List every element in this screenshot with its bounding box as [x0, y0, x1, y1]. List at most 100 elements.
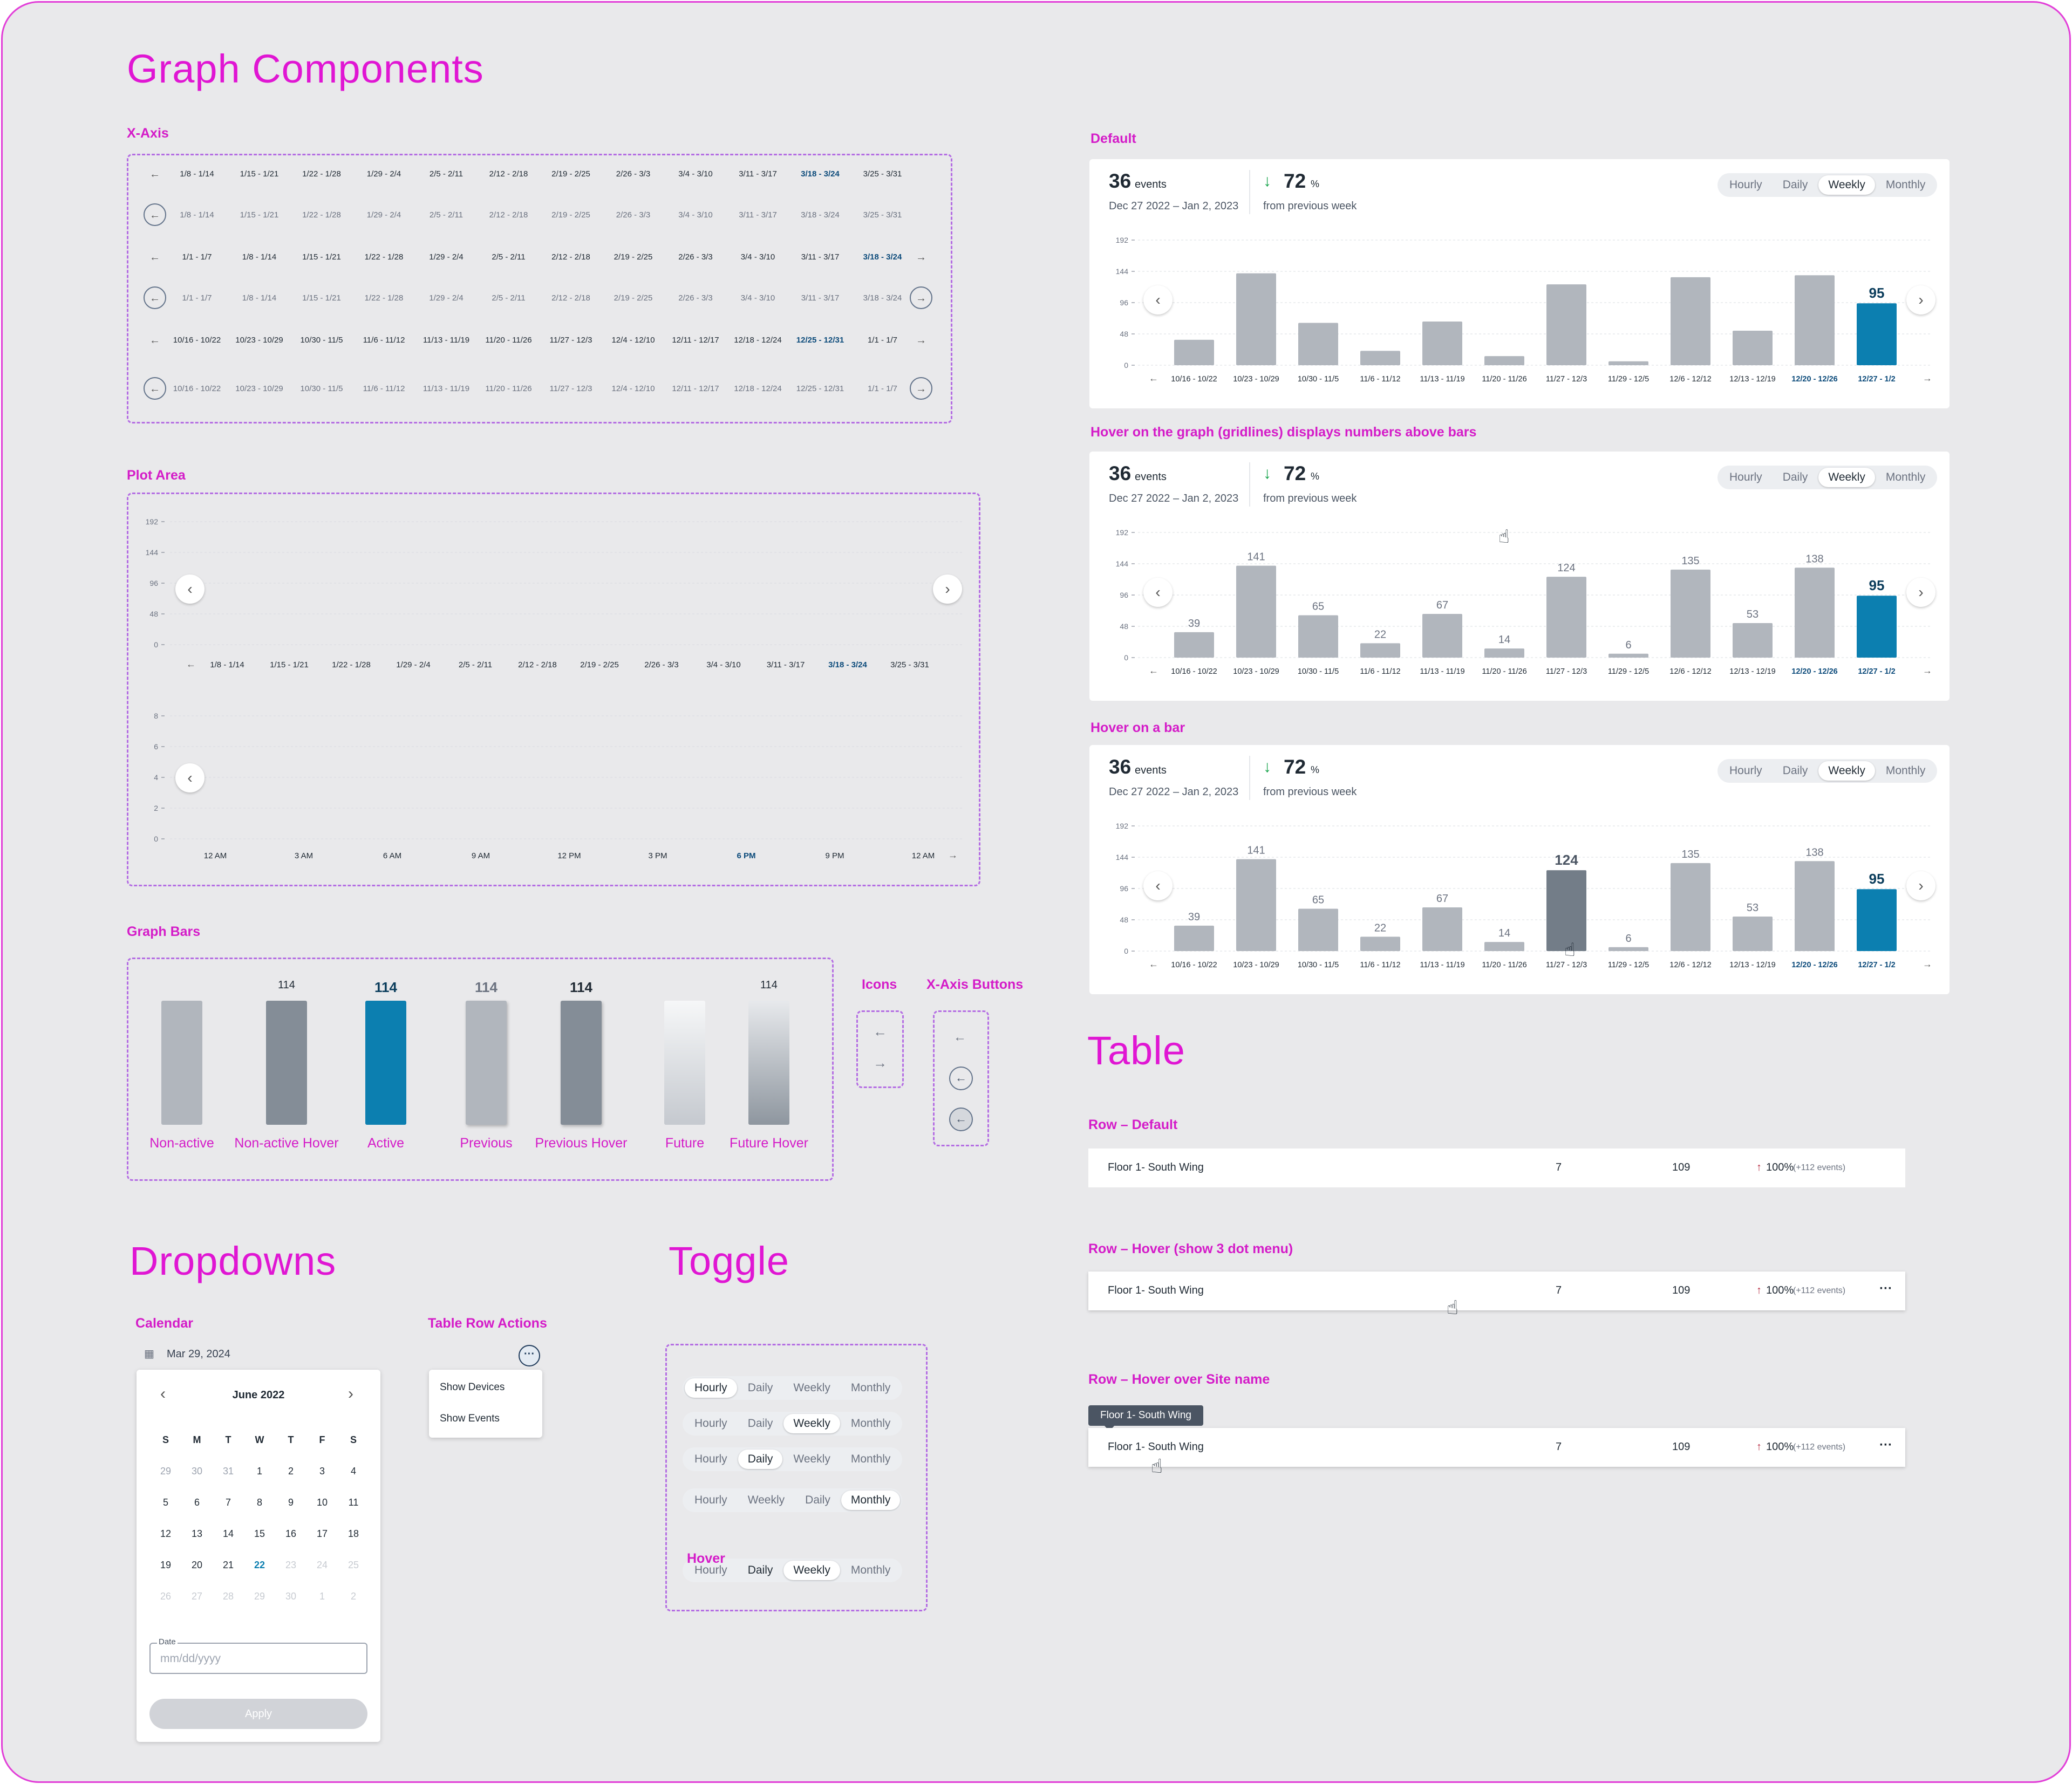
site-name[interactable]: Floor 1- South Wing [1108, 1161, 1204, 1173]
toggle-weekly[interactable]: Weekly [783, 1414, 840, 1433]
chart-bar[interactable] [1484, 942, 1524, 951]
chart-bar[interactable] [1671, 277, 1710, 365]
calendar-day[interactable]: 7 [225, 1497, 231, 1508]
arrow-left-icon[interactable]: ← [149, 251, 160, 263]
chart-bar[interactable] [1422, 907, 1462, 951]
toggle-monthly[interactable]: Monthly [1885, 764, 1926, 777]
calendar-day[interactable]: 11 [348, 1497, 359, 1508]
toggle-hourly[interactable]: Hourly [685, 1378, 737, 1398]
xaxis-circle-button[interactable] [910, 377, 932, 400]
chart-bar[interactable] [1236, 565, 1276, 658]
chart-bar[interactable] [1795, 861, 1835, 951]
arrow-right-icon[interactable]: → [916, 251, 926, 263]
calendar-day[interactable]: 8 [256, 1497, 262, 1508]
calendar-day[interactable]: 21 [222, 1560, 234, 1570]
chart-prev-button[interactable]: ‹ [1143, 578, 1173, 607]
chart-bar[interactable] [1298, 615, 1338, 658]
chart-bar[interactable] [1795, 275, 1835, 365]
arrow-right-icon[interactable]: → [916, 334, 926, 346]
arrow-left-icon[interactable]: ← [149, 168, 160, 180]
toggle-weekly[interactable]: Weekly [783, 1561, 840, 1580]
toggle-monthly[interactable]: Monthly [850, 1564, 891, 1576]
calendar-day[interactable]: 22 [254, 1560, 265, 1570]
toggle-hourly[interactable]: Hourly [694, 1417, 727, 1430]
arrow-left-icon[interactable]: ← [149, 292, 160, 304]
chart-bar[interactable] [1733, 330, 1773, 365]
site-name[interactable]: Floor 1- South Wing [1108, 1441, 1204, 1453]
arrow-left-icon[interactable]: ← [1149, 373, 1158, 384]
chevron-left-icon[interactable]: ‹ [160, 1385, 166, 1403]
row-actions-button[interactable]: ··· [519, 1345, 540, 1366]
toggle-hourly[interactable]: Hourly [1729, 471, 1762, 483]
arrow-left-icon[interactable]: ← [1149, 959, 1158, 969]
chart-bar[interactable] [1298, 908, 1338, 951]
calendar-day[interactable]: 9 [288, 1497, 294, 1508]
calendar-day[interactable]: 18 [347, 1528, 359, 1539]
toggle-weekly[interactable]: Weekly [747, 1494, 785, 1506]
chart-next-button[interactable]: › [1906, 871, 1935, 900]
calendar-day[interactable]: 2 [288, 1466, 294, 1477]
chart-bar[interactable] [1174, 339, 1214, 365]
chart-bar[interactable] [1546, 284, 1586, 365]
xaxis-circle-button[interactable]: ← [949, 1067, 973, 1090]
xaxis-circle-button[interactable] [144, 286, 166, 309]
arrow-left-icon[interactable]: ← [1149, 665, 1158, 676]
calendar-day[interactable]: 12 [160, 1528, 172, 1539]
chart-bar[interactable] [1422, 614, 1462, 658]
calendar-day[interactable]: 29 [160, 1466, 172, 1477]
calendar-date-input[interactable]: Mar 29, 2024 [167, 1348, 230, 1360]
plot-hourly-prev-button[interactable]: ‹ [175, 763, 205, 792]
chart-bar[interactable] [1733, 916, 1773, 951]
toggle-monthly[interactable]: Monthly [850, 1453, 891, 1465]
calendar-day[interactable]: 16 [285, 1528, 297, 1539]
toggle-daily[interactable]: Daily [747, 1382, 773, 1394]
toggle-daily[interactable]: Daily [1782, 764, 1808, 777]
chart-next-button[interactable]: › [1906, 578, 1935, 607]
menu-item-show-events[interactable]: Show Events [440, 1413, 500, 1424]
chart-bar[interactable] [1174, 925, 1214, 951]
toggle-weekly[interactable]: Weekly [1818, 761, 1875, 781]
toggle-weekly[interactable]: Weekly [1818, 175, 1875, 195]
chart-bar[interactable] [1671, 569, 1710, 658]
chart-bar[interactable] [1795, 568, 1835, 658]
calendar-day[interactable]: 19 [160, 1560, 172, 1570]
chart-bar[interactable] [1857, 889, 1897, 951]
toggle-daily[interactable]: Daily [805, 1494, 830, 1506]
toggle-hourly[interactable]: Hourly [694, 1494, 727, 1506]
chart-bar[interactable] [1236, 859, 1276, 951]
arrow-right-icon[interactable]: → [1923, 665, 1932, 676]
calendar-day[interactable]: 26 [160, 1591, 172, 1602]
toggle-daily[interactable]: Daily [1782, 471, 1808, 483]
chart-bar[interactable] [1484, 356, 1524, 365]
calendar-day[interactable]: 23 [285, 1560, 297, 1570]
calendar-day[interactable]: 1 [256, 1466, 262, 1477]
chart-bar[interactable] [1298, 323, 1338, 365]
toggle-hourly[interactable]: Hourly [1729, 179, 1762, 191]
xaxis-circle-button[interactable] [144, 377, 166, 400]
calendar-day[interactable]: 6 [194, 1497, 200, 1508]
calendar-day[interactable]: 14 [222, 1528, 234, 1539]
table-row-hover[interactable]: Floor 1- South Wing 7 109 ↑ 100% (+112 e… [1088, 1272, 1905, 1310]
chart-bar[interactable] [1857, 303, 1897, 365]
toggle-daily[interactable]: Daily [738, 1450, 783, 1469]
chevron-right-icon[interactable]: › [348, 1385, 353, 1403]
chart-bar[interactable] [1360, 351, 1400, 365]
xaxis-circle-button-hover[interactable]: ← [949, 1108, 973, 1131]
toggle-monthly[interactable]: Monthly [850, 1417, 891, 1430]
chart-bar[interactable] [1857, 596, 1897, 658]
more-menu-icon[interactable]: ··· [1879, 1438, 1892, 1452]
calendar-day[interactable]: 4 [350, 1466, 356, 1477]
site-name[interactable]: Floor 1- South Wing [1108, 1284, 1204, 1296]
toggle-daily[interactable]: Daily [747, 1417, 773, 1430]
chart-bar[interactable] [1236, 273, 1276, 365]
calendar-day[interactable]: 27 [191, 1591, 203, 1602]
chart-bar[interactable] [1174, 632, 1214, 658]
calendar-day[interactable]: 2 [350, 1591, 356, 1602]
chart-bar[interactable] [1484, 648, 1524, 658]
toggle-monthly[interactable]: Monthly [1885, 471, 1926, 483]
xaxis-circle-button[interactable] [144, 203, 166, 226]
calendar-day[interactable]: 20 [191, 1560, 203, 1570]
toggle-hourly[interactable]: Hourly [694, 1564, 727, 1576]
arrow-left-icon[interactable]: ← [149, 383, 160, 395]
chart-bar[interactable] [1608, 947, 1648, 951]
